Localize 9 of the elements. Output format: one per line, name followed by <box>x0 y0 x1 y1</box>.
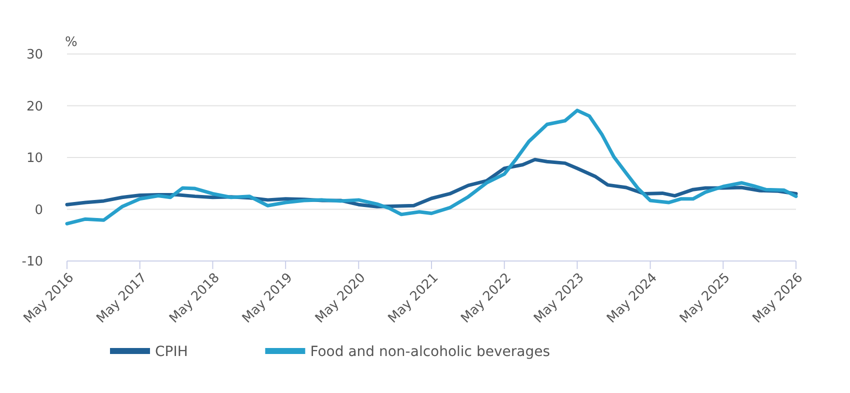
y-tick-label: -10 <box>22 254 43 270</box>
legend-label: CPIH <box>155 344 188 360</box>
line-series <box>65 108 798 226</box>
y-tick-label: 10 <box>26 151 43 166</box>
y-axis-title: % <box>65 35 78 50</box>
y-tick-label: 30 <box>26 48 43 63</box>
y-tick-label: 0 <box>34 202 43 218</box>
y-tick-label: 20 <box>26 99 43 114</box>
legend-label: Food and non-alcoholic beverages <box>310 344 550 360</box>
